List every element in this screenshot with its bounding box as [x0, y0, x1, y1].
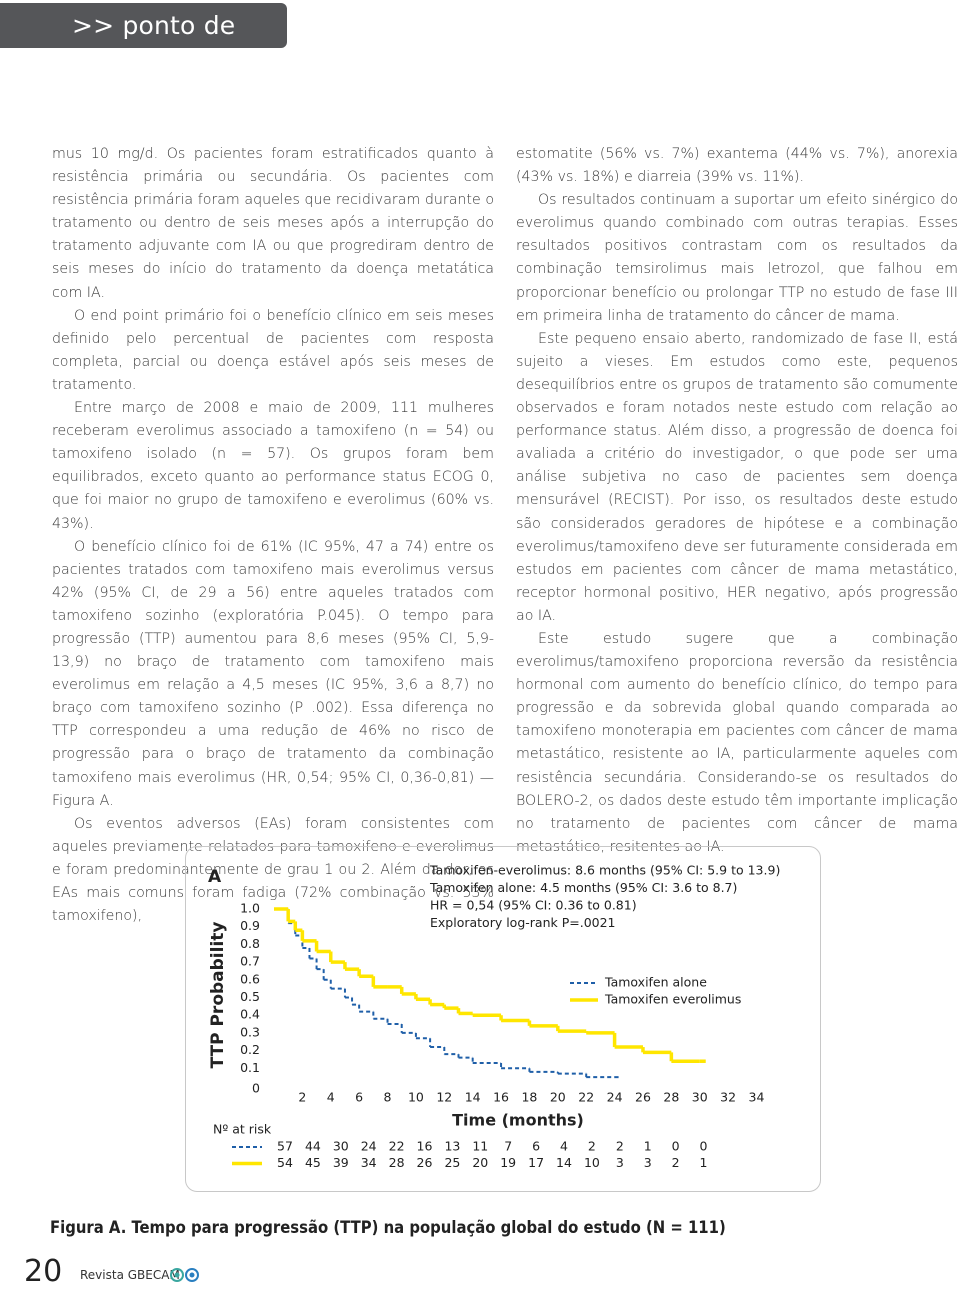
logo-ring	[185, 1268, 199, 1282]
logo-dot	[174, 1272, 180, 1278]
paragraph: O end point primário foi o benefício clí…	[52, 307, 494, 393]
logo-ring	[170, 1268, 184, 1282]
paragraph: mus 10 mg/d. Os pacientes foram estratif…	[52, 146, 494, 301]
text-column: mus 10 mg/d. Os pacientes foram estratif…	[52, 143, 494, 928]
paragraph: Os eventos adversos (EAs) foram consiste…	[52, 815, 494, 925]
paragraph: Este pequeno ensaio aberto, randomizado …	[516, 330, 958, 624]
paragraph: estomatite (56% vs. 7%) exantema (44% vs…	[516, 146, 958, 186]
paragraph: Este estudo sugere que a combinação ever…	[516, 630, 958, 855]
section-header: >> ponto de vista	[0, 3, 287, 85]
figure-frame	[185, 846, 821, 1192]
magazine-name: Revista GBECAM	[80, 1268, 180, 1282]
page-number: 20	[24, 1254, 63, 1289]
text-column: estomatite (56% vs. 7%) exantema (44% vs…	[516, 143, 958, 859]
logo-dot	[189, 1272, 195, 1278]
paragraph: Os resultados continuam a suportar um ef…	[516, 192, 958, 324]
paragraph: O benefício clínico foi de 61% (IC 95%, …	[52, 538, 494, 809]
figure-caption: Figura A. Tempo para progressão (TTP) na…	[50, 1218, 726, 1237]
logo	[170, 1268, 199, 1282]
paragraph: Entre março de 2008 e maio de 2009, 111 …	[52, 400, 494, 532]
